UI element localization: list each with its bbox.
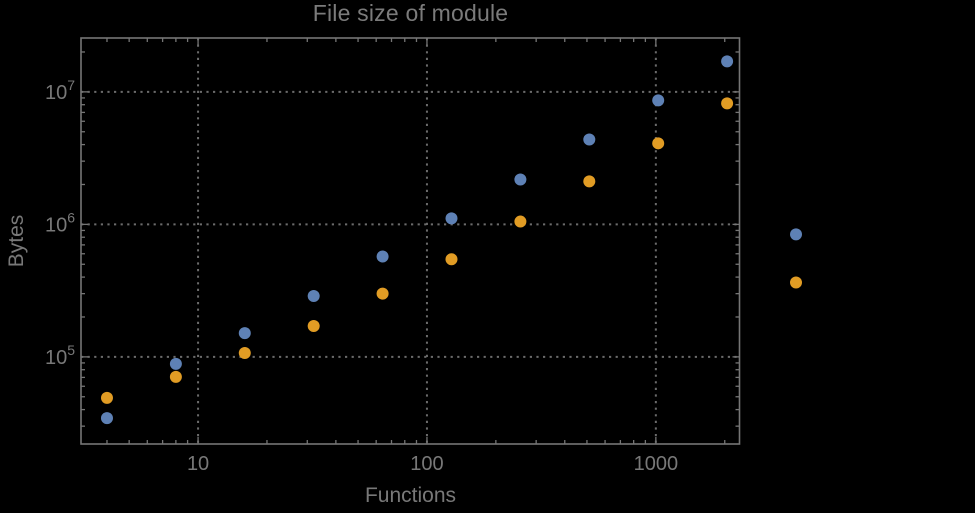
point-blue-x256 bbox=[514, 173, 527, 186]
point-orange-x4 bbox=[100, 391, 113, 404]
point-blue-x8 bbox=[169, 357, 182, 370]
axis-ticks bbox=[81, 38, 740, 444]
tick-labels: 10 100 1000 105 106 107 bbox=[45, 77, 678, 475]
point-blue-x1024 bbox=[652, 94, 665, 107]
point-blue-x16 bbox=[238, 327, 251, 340]
point-orange-x32 bbox=[307, 319, 320, 332]
x-tick-label-100: 100 bbox=[410, 453, 443, 475]
point-orange-x4096 bbox=[790, 276, 803, 289]
point-blue-x64 bbox=[376, 250, 389, 263]
point-blue-x4096 bbox=[790, 228, 803, 241]
point-orange-x256 bbox=[514, 215, 527, 228]
point-blue-x32 bbox=[307, 289, 320, 302]
point-orange-x8 bbox=[169, 370, 182, 383]
y-tick-label-10e6: 106 bbox=[45, 209, 75, 236]
x-tick-label-1000: 1000 bbox=[634, 453, 679, 475]
point-orange-x2048 bbox=[721, 97, 734, 110]
gridlines bbox=[81, 38, 740, 444]
point-blue-x512 bbox=[583, 133, 596, 146]
y-tick-label-10e7: 107 bbox=[45, 77, 75, 104]
point-orange-x64 bbox=[376, 287, 389, 300]
chart-title: File size of module bbox=[312, 0, 509, 26]
plot-frame bbox=[80, 37, 741, 445]
series-blue bbox=[100, 55, 803, 425]
point-orange-x512 bbox=[583, 175, 596, 188]
series-orange bbox=[100, 97, 803, 404]
point-orange-x128 bbox=[445, 253, 458, 266]
x-tick-label-10: 10 bbox=[187, 453, 209, 475]
point-blue-x128 bbox=[445, 212, 458, 225]
point-blue-x2048 bbox=[721, 55, 734, 68]
point-orange-x1024 bbox=[652, 137, 665, 150]
y-axis-label: Bytes bbox=[5, 214, 28, 268]
point-blue-x4 bbox=[100, 412, 113, 425]
x-axis-label: Functions bbox=[364, 484, 457, 507]
point-orange-x16 bbox=[238, 346, 251, 359]
y-tick-label-10e5: 105 bbox=[45, 342, 75, 369]
